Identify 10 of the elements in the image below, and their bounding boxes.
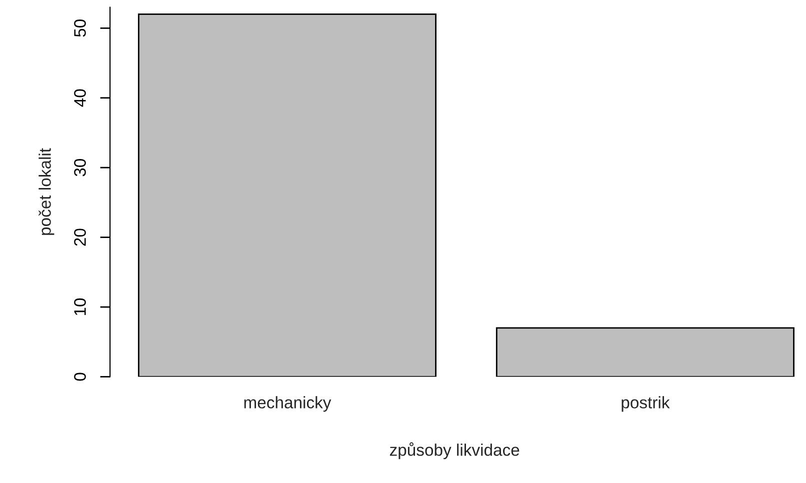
- y-tick-label: 10: [74, 298, 86, 316]
- x-axis-title: způsoby likvidace: [390, 442, 520, 460]
- y-tick-label: 40: [74, 89, 86, 107]
- y-tick-label: 20: [74, 228, 86, 246]
- x-tick-label: mechanicky: [244, 396, 332, 412]
- y-tick-label: 0: [74, 372, 86, 381]
- y-tick-label: 30: [74, 158, 86, 176]
- y-tick-label: 50: [74, 20, 86, 37]
- y-axis-title: počet lokalit: [38, 148, 54, 235]
- x-tick-label: postrik: [622, 396, 670, 412]
